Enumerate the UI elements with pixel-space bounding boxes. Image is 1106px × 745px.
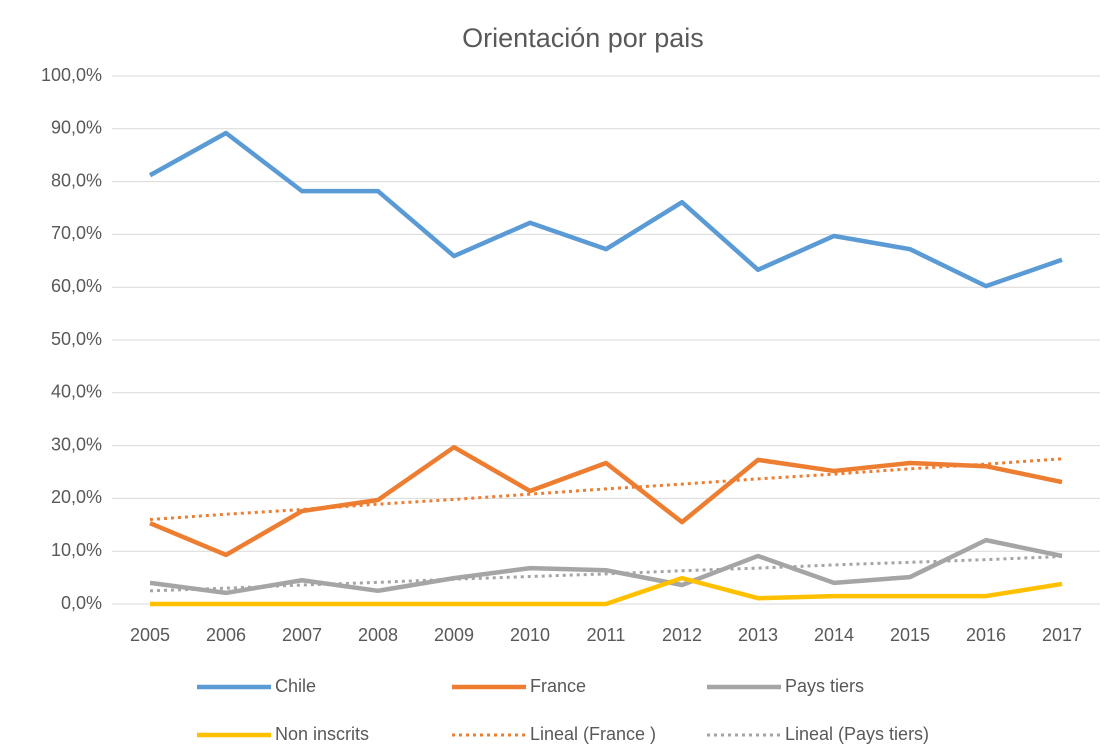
- chart-title: Orientación por pais: [462, 23, 704, 53]
- x-tick-label: 2009: [434, 625, 474, 645]
- y-tick-label: 100,0%: [41, 65, 102, 85]
- x-tick-label: 2013: [738, 625, 778, 645]
- y-tick-label: 10,0%: [51, 540, 102, 560]
- y-tick-label: 0,0%: [61, 593, 102, 613]
- series-line: [149, 537, 1063, 596]
- legend-label: Non inscrits: [275, 724, 369, 744]
- x-tick-label: 2014: [814, 625, 854, 645]
- x-tick-label: 2010: [510, 625, 550, 645]
- x-tick-label: 2008: [358, 625, 398, 645]
- x-tick-label: 2006: [206, 625, 246, 645]
- y-tick-label: 80,0%: [51, 170, 102, 190]
- x-tick-label: 2015: [890, 625, 930, 645]
- legend-label: France: [530, 676, 586, 696]
- x-tick-label: 2016: [966, 625, 1006, 645]
- y-tick-label: 40,0%: [51, 382, 102, 402]
- legend-label: Lineal (Pays tiers): [785, 724, 929, 744]
- x-tick-label: 2012: [662, 625, 702, 645]
- trend-line: [149, 457, 1063, 522]
- x-tick-label: 2007: [282, 625, 322, 645]
- y-tick-label: 60,0%: [51, 276, 102, 296]
- y-tick-label: 50,0%: [51, 329, 102, 349]
- legend-label: Chile: [275, 676, 316, 696]
- trend-line: [149, 554, 1063, 593]
- series-line: [149, 444, 1063, 558]
- legend-label: Pays tiers: [785, 676, 864, 696]
- x-tick-label: 2017: [1042, 625, 1082, 645]
- series-line: [148, 130, 1063, 289]
- x-tick-label: 2011: [587, 625, 626, 645]
- y-tick-label: 30,0%: [51, 434, 102, 454]
- x-tick-label: 2005: [130, 625, 170, 645]
- y-tick-label: 90,0%: [51, 118, 102, 138]
- legend-label: Lineal (France ): [530, 724, 656, 744]
- y-tick-label: 70,0%: [51, 223, 102, 243]
- y-tick-label: 20,0%: [51, 487, 102, 507]
- series-line: [150, 575, 1063, 607]
